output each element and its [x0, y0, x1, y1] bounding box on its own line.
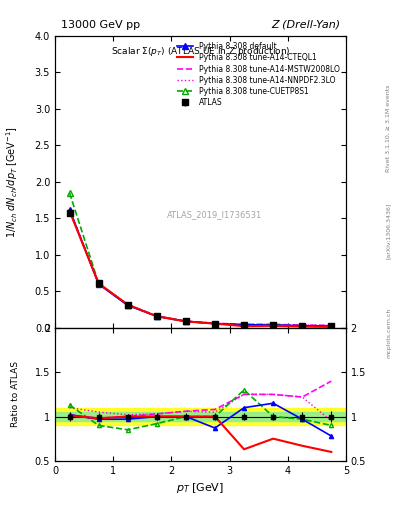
Bar	[55, 408, 346, 425]
Pythia 8.308 tune-A14-NNPDF2.3LO	[67, 207, 72, 213]
Pythia 8.308 tune-A14-CTEQL1	[300, 324, 305, 330]
Pythia 8.308 tune-A14-CTEQL1	[213, 321, 217, 327]
Text: ATLAS_2019_I1736531: ATLAS_2019_I1736531	[167, 210, 263, 219]
Pythia 8.308 default	[67, 207, 72, 213]
Pythia 8.308 tune-A14-MSTW2008LO	[329, 323, 334, 329]
Pythia 8.308 tune-CUETP8S1	[125, 302, 130, 308]
Pythia 8.308 tune-A14-MSTW2008LO	[184, 318, 188, 324]
Text: Rivet 3.1.10, ≥ 3.1M events: Rivet 3.1.10, ≥ 3.1M events	[386, 84, 391, 172]
Pythia 8.308 tune-CUETP8S1	[300, 323, 305, 329]
Pythia 8.308 tune-A14-MSTW2008LO	[125, 302, 130, 308]
Text: Scalar $\Sigma(p_T)$ (ATLAS UE in Z production): Scalar $\Sigma(p_T)$ (ATLAS UE in Z prod…	[111, 45, 290, 58]
Pythia 8.308 tune-CUETP8S1	[271, 322, 275, 328]
Pythia 8.308 tune-CUETP8S1	[96, 281, 101, 287]
Pythia 8.308 tune-CUETP8S1	[242, 322, 246, 328]
Line: Pythia 8.308 tune-CUETP8S1: Pythia 8.308 tune-CUETP8S1	[67, 190, 334, 329]
Pythia 8.308 tune-CUETP8S1	[329, 323, 334, 329]
Pythia 8.308 tune-A14-CTEQL1	[125, 302, 130, 308]
Pythia 8.308 default	[329, 323, 334, 329]
Pythia 8.308 tune-A14-CTEQL1	[154, 313, 159, 319]
Pythia 8.308 tune-A14-CTEQL1	[329, 324, 334, 330]
Pythia 8.308 default	[300, 323, 305, 329]
Pythia 8.308 default	[213, 321, 217, 327]
Text: mcplots.cern.ch: mcplots.cern.ch	[386, 308, 391, 358]
Line: Pythia 8.308 tune-A14-NNPDF2.3LO: Pythia 8.308 tune-A14-NNPDF2.3LO	[70, 210, 331, 326]
Text: Z (Drell-Yan): Z (Drell-Yan)	[271, 20, 340, 30]
Pythia 8.308 tune-CUETP8S1	[213, 321, 217, 327]
Pythia 8.308 tune-A14-NNPDF2.3LO	[96, 281, 101, 287]
Pythia 8.308 tune-A14-MSTW2008LO	[154, 313, 159, 319]
Pythia 8.308 tune-A14-CTEQL1	[271, 323, 275, 329]
Pythia 8.308 tune-A14-NNPDF2.3LO	[300, 322, 305, 328]
Pythia 8.308 tune-A14-MSTW2008LO	[271, 321, 275, 327]
Line: Pythia 8.308 tune-A14-MSTW2008LO: Pythia 8.308 tune-A14-MSTW2008LO	[70, 210, 331, 326]
Pythia 8.308 tune-A14-NNPDF2.3LO	[329, 323, 334, 329]
Pythia 8.308 tune-A14-NNPDF2.3LO	[184, 318, 188, 324]
Pythia 8.308 tune-A14-NNPDF2.3LO	[213, 320, 217, 326]
Pythia 8.308 default	[184, 318, 188, 325]
Pythia 8.308 tune-A14-MSTW2008LO	[300, 322, 305, 328]
Pythia 8.308 tune-CUETP8S1	[184, 318, 188, 325]
Pythia 8.308 tune-CUETP8S1	[154, 313, 159, 319]
Pythia 8.308 tune-A14-CTEQL1	[96, 281, 101, 287]
Pythia 8.308 tune-A14-NNPDF2.3LO	[242, 321, 246, 327]
Pythia 8.308 tune-A14-NNPDF2.3LO	[125, 302, 130, 308]
Pythia 8.308 default	[154, 313, 159, 319]
X-axis label: $p_T\; [\mathrm{GeV}]$: $p_T\; [\mathrm{GeV}]$	[176, 481, 224, 495]
Pythia 8.308 tune-A14-MSTW2008LO	[67, 207, 72, 213]
Y-axis label: $1/N_{ch}\; dN_{ch}/dp_T\; [\mathrm{GeV}^{-1}]$: $1/N_{ch}\; dN_{ch}/dp_T\; [\mathrm{GeV}…	[4, 126, 20, 238]
Bar	[55, 412, 346, 421]
Pythia 8.308 tune-A14-CTEQL1	[67, 208, 72, 214]
Y-axis label: Ratio to ATLAS: Ratio to ATLAS	[11, 361, 20, 428]
Pythia 8.308 tune-A14-MSTW2008LO	[242, 321, 246, 327]
Pythia 8.308 default	[96, 281, 101, 287]
Pythia 8.308 tune-A14-MSTW2008LO	[213, 320, 217, 326]
Pythia 8.308 tune-A14-NNPDF2.3LO	[154, 313, 159, 319]
Pythia 8.308 tune-A14-CTEQL1	[184, 318, 188, 325]
Legend: Pythia 8.308 default, Pythia 8.308 tune-A14-CTEQL1, Pythia 8.308 tune-A14-MSTW20: Pythia 8.308 default, Pythia 8.308 tune-…	[175, 39, 342, 110]
Pythia 8.308 tune-A14-NNPDF2.3LO	[271, 321, 275, 327]
Text: 13000 GeV pp: 13000 GeV pp	[61, 20, 140, 30]
Pythia 8.308 default	[242, 322, 246, 328]
Pythia 8.308 tune-A14-CTEQL1	[242, 323, 246, 329]
Pythia 8.308 tune-CUETP8S1	[67, 190, 72, 196]
Pythia 8.308 default	[125, 302, 130, 308]
Pythia 8.308 default	[271, 322, 275, 328]
Pythia 8.308 tune-A14-MSTW2008LO	[96, 281, 101, 287]
Line: Pythia 8.308 default: Pythia 8.308 default	[67, 207, 334, 329]
Text: [arXiv:1306.3436]: [arXiv:1306.3436]	[386, 202, 391, 259]
Line: Pythia 8.308 tune-A14-CTEQL1: Pythia 8.308 tune-A14-CTEQL1	[70, 211, 331, 327]
